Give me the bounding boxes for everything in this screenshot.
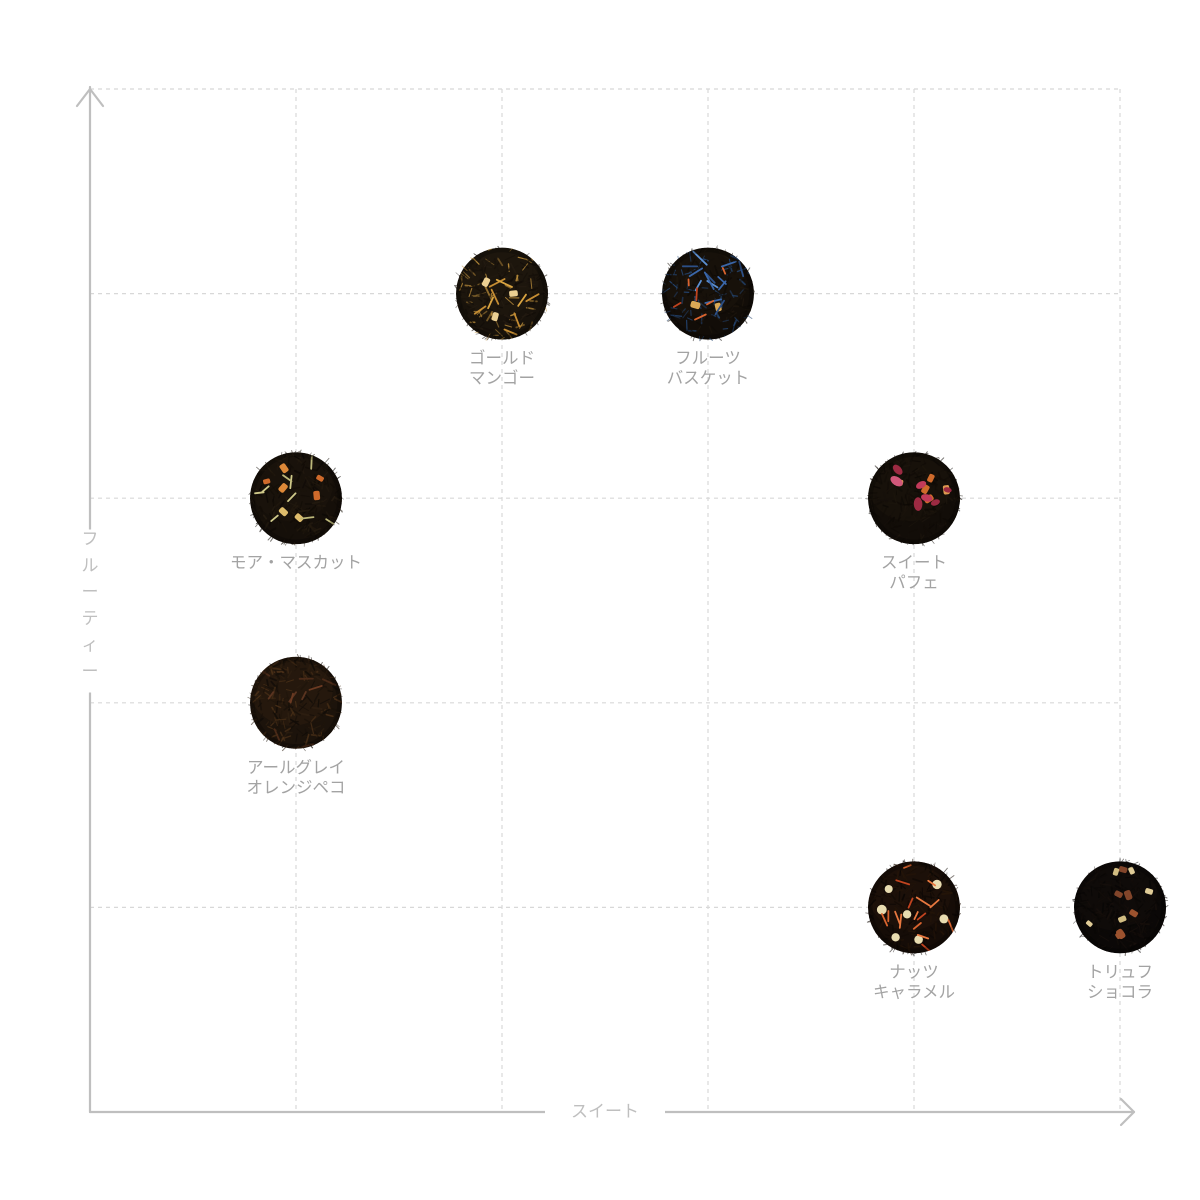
svg-text:ー: ー: [82, 583, 99, 602]
svg-text:キャラメル: キャラメル: [873, 983, 955, 1001]
svg-text:ショコラ: ショコラ: [1087, 983, 1153, 1001]
svg-text:フルーツ: フルーツ: [675, 350, 741, 368]
svg-text:ゴールド: ゴールド: [469, 348, 535, 368]
svg-text:テ: テ: [82, 609, 99, 628]
svg-text:ナッツ: ナッツ: [889, 963, 939, 981]
svg-text:バスケット: バスケット: [667, 370, 750, 388]
svg-text:オレンジペコ: オレンジペコ: [247, 779, 346, 797]
svg-text:スイート: スイート: [881, 554, 947, 572]
svg-text:ィ: ィ: [82, 636, 99, 655]
svg-text:アールグレイ: アールグレイ: [247, 758, 345, 777]
svg-text:スイート: スイート: [571, 1102, 639, 1121]
svg-text:ル: ル: [82, 556, 99, 575]
svg-text:ー: ー: [82, 662, 99, 681]
svg-text:パフェ: パフェ: [889, 574, 939, 592]
svg-text:フ: フ: [82, 530, 99, 549]
svg-text:トリュフ: トリュフ: [1087, 963, 1153, 981]
svg-text:モア・マスカット: モア・マスカット: [230, 554, 362, 572]
svg-text:マンゴー: マンゴー: [469, 368, 535, 388]
